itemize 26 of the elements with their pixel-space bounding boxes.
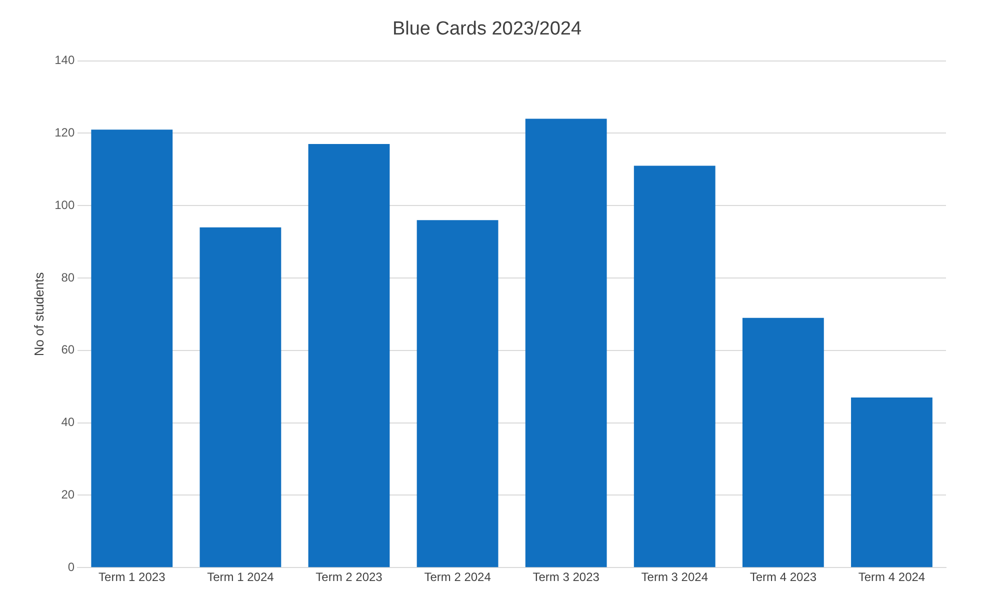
y-tick-label: 80 (61, 270, 75, 284)
bar (851, 397, 932, 568)
y-tick-label: 0 (68, 560, 75, 574)
y-tick-label: 60 (61, 342, 75, 357)
x-tick-label: Term 3 2023 (532, 570, 600, 584)
y-tick-label: 20 (61, 488, 75, 502)
y-tick-label: 40 (61, 415, 75, 430)
x-tick-label: Term 2 2024 (424, 570, 492, 584)
y-axis-title: No of students (31, 272, 46, 356)
y-tick-label: 100 (54, 198, 75, 212)
bar (634, 166, 716, 568)
x-tick-label: Term 1 2023 (98, 570, 166, 584)
x-tick-label: Term 1 2024 (207, 570, 274, 584)
bar (416, 220, 498, 568)
chart-title: Blue Cards 2023/2024 (392, 18, 582, 40)
bar (308, 144, 390, 568)
y-tick-label: 120 (54, 126, 75, 140)
x-tick-label: Term 4 2023 (750, 570, 817, 584)
y-tick-label: 140 (54, 53, 75, 68)
bar (525, 118, 607, 568)
x-tick-label: Term 3 2024 (641, 570, 708, 584)
x-tick-label: Term 4 2024 (858, 570, 926, 584)
bar (91, 130, 173, 568)
bar (200, 227, 282, 568)
bar (742, 318, 824, 568)
x-tick-label: Term 2 2023 (316, 570, 383, 584)
